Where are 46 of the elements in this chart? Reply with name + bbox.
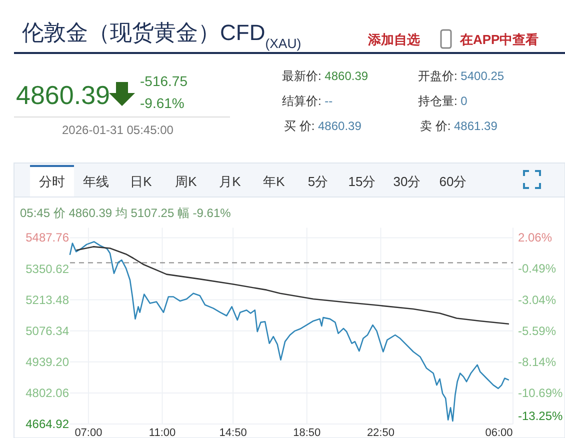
y2-tick-label: -10.69%: [518, 386, 564, 400]
text: 伦敦金（现货黄金）CFD$_{(XAU)}$: [22, 20, 302, 50]
text: -9.61%: [140, 95, 184, 111]
text: 30分: [393, 174, 421, 189]
y2-tick-label: -8.14%: [518, 354, 556, 369]
y2-tick-label: 2.06%: [518, 230, 552, 245]
y-tick-label: 4664.92: [26, 417, 70, 431]
text: 月K: [219, 174, 242, 189]
text: 5分: [308, 174, 328, 189]
text: 持仓量: 0: [418, 94, 468, 108]
y-tick-label: 5350.62: [26, 262, 70, 276]
text: 分时: [39, 174, 65, 189]
text: 卖 价: 4861.39: [420, 119, 498, 133]
text: -516.75: [140, 73, 188, 89]
text: 买 价: 4860.39: [284, 119, 362, 133]
y2-tick-label: -0.49%: [518, 262, 556, 276]
line-series: [69, 241, 510, 422]
x-tick-label: 18:50: [293, 427, 321, 438]
text: 最新价: 4860.39: [282, 69, 368, 83]
text: 15分: [348, 174, 376, 189]
y-tick-label: 5076.34: [26, 324, 70, 338]
text: 添加自选: [367, 32, 420, 47]
text: 4860.39: [16, 80, 110, 110]
y2-tick-label: -3.04%: [518, 292, 556, 307]
text: 结算价: --: [282, 94, 333, 108]
x-tick-label: 14:50: [219, 427, 247, 438]
text: 日K: [130, 174, 152, 189]
x-tick-label: 06:00: [485, 427, 513, 438]
x-tick-label: 22:50: [366, 427, 394, 438]
y-tick-label: 4939.20: [26, 354, 70, 369]
x-tick-label: 07:00: [74, 427, 102, 438]
y-tick-label: 5487.76: [26, 230, 70, 245]
line-series: [76, 246, 510, 325]
text: 周K: [175, 174, 198, 189]
text: 60分: [439, 174, 467, 189]
y2-tick-label: -5.59%: [518, 324, 556, 338]
text: 年线: [83, 174, 109, 189]
text: 2026-01-31 05:45:00: [62, 123, 174, 137]
y2-tick-label: -13.25%: [518, 409, 564, 423]
y-tick-label: 5213.48: [26, 292, 70, 307]
text: 年K: [263, 174, 286, 189]
x-tick-label: 11:00: [148, 427, 176, 438]
text: 开盘价: 5400.25: [418, 69, 504, 83]
text: 在APP中查看: [459, 32, 539, 47]
y-tick-label: 4802.06: [26, 386, 70, 400]
chart-subtitle: 05:45 价 4860.39 均 5107.25 幅 -9.61%: [20, 206, 232, 220]
